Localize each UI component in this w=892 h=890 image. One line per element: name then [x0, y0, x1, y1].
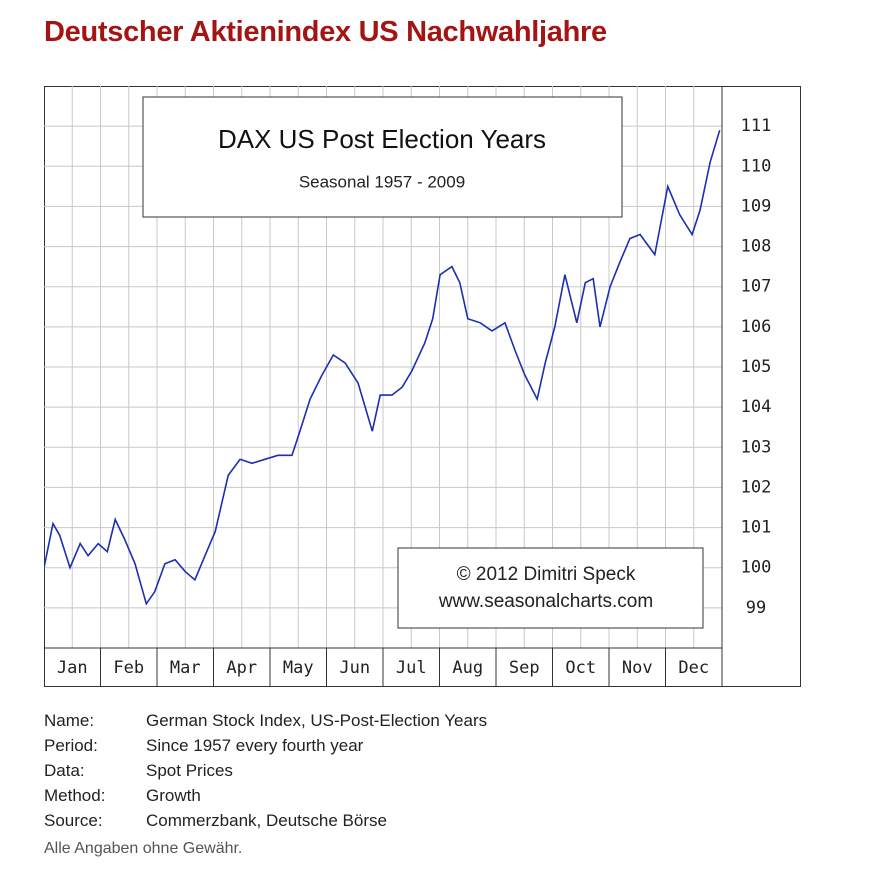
- title-box: [142, 96, 623, 218]
- info-key: Data:: [44, 760, 85, 780]
- y-tick-label: 102: [741, 477, 772, 497]
- info-row: Name: German Stock Index, US-Post-Electio…: [44, 708, 487, 733]
- marks: [44, 129, 721, 606]
- credit-url: www.seasonalcharts.com: [438, 591, 653, 612]
- page-title: Deutscher Aktienindex US Nachwahljahre: [44, 16, 607, 48]
- info-key: Method:: [44, 785, 106, 805]
- x-tick-label: Aug: [452, 658, 483, 678]
- info-row: Method: Growth: [44, 783, 487, 808]
- chart-subtitle: Seasonal 1957 - 2009: [299, 172, 465, 191]
- info-row: Source: Commerzbank, Deutsche Börse: [44, 808, 487, 833]
- x-tick-label: Jul: [396, 658, 427, 678]
- info-key: Period:: [44, 735, 98, 755]
- info-key: Source:: [44, 810, 103, 830]
- y-tick-label: 105: [741, 357, 772, 377]
- x-tick-label: Feb: [113, 658, 144, 678]
- info-value: Spot Prices: [146, 760, 233, 780]
- info-value: Growth: [146, 785, 201, 805]
- disclaimer: Alle Angaben ohne Gewähr.: [44, 840, 243, 857]
- chart: DAX US Post Election Years Seasonal 1957…: [44, 86, 801, 687]
- y-tick-label: 106: [741, 317, 772, 337]
- x-tick-label: Nov: [622, 658, 653, 678]
- x-tick-label: Jun: [339, 658, 370, 678]
- x-tick-label: Sep: [509, 658, 540, 678]
- x-tick-label: Apr: [226, 658, 257, 678]
- y-tick-label: 99: [746, 598, 766, 618]
- credit: © 2012 Dimitri Speck: [457, 564, 636, 585]
- info-key: Name:: [44, 710, 95, 730]
- chart-title: DAX US Post Election Years: [218, 124, 546, 154]
- info-row: Data: Spot Prices: [44, 758, 487, 783]
- y-tick-label: 108: [741, 237, 772, 257]
- y-tick-label: 100: [741, 558, 772, 578]
- x-tick-label: Jan: [57, 658, 88, 678]
- x-tick-label: Oct: [565, 658, 596, 678]
- x-tick-label: Dec: [678, 658, 709, 678]
- credit-box: [397, 547, 704, 629]
- info-table: Name: German Stock Index, US-Post-Electio…: [44, 708, 487, 833]
- x-tick-label: May: [283, 658, 314, 678]
- y-tick-label: 103: [741, 437, 772, 457]
- info-value: Since 1957 every fourth year: [146, 735, 364, 755]
- y-tick-label: 104: [741, 397, 772, 417]
- y-tick-label: 101: [741, 518, 772, 538]
- x-tick-label: Mar: [170, 658, 201, 678]
- y-tick-label: 107: [741, 277, 772, 297]
- y-tick-label: 109: [741, 196, 772, 216]
- info-value: German Stock Index, US-Post-Election Yea…: [146, 710, 488, 730]
- info-value: Commerzbank, Deutsche Börse: [146, 810, 387, 830]
- y-tick-label: 111: [741, 116, 772, 136]
- y-tick-label: 110: [741, 156, 772, 176]
- data-line: [44, 129, 721, 606]
- info-row: Period: Since 1957 every fourth year: [44, 733, 487, 758]
